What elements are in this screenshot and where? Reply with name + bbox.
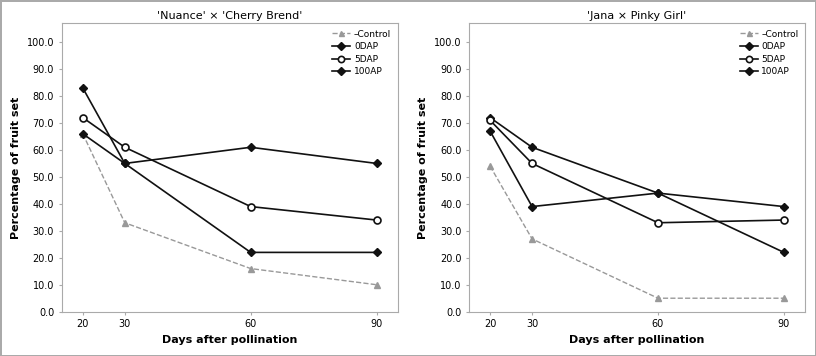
Line: 5DAP: 5DAP — [79, 114, 380, 224]
Title: 'Jana × Pinky Girl': 'Jana × Pinky Girl' — [588, 11, 686, 21]
5DAP — [78, 115, 87, 120]
–Control — [527, 237, 537, 241]
100AP — [527, 204, 537, 209]
0DAP — [779, 204, 789, 209]
Line: –Control: –Control — [487, 163, 787, 301]
0DAP — [78, 86, 87, 90]
–Control — [779, 296, 789, 300]
5DAP — [527, 161, 537, 166]
Line: 5DAP: 5DAP — [486, 117, 787, 226]
Line: 0DAP: 0DAP — [80, 85, 379, 166]
0DAP — [120, 161, 130, 166]
100AP — [120, 161, 130, 166]
100AP — [779, 250, 789, 255]
Title: 'Nuance' × 'Cherry Brend': 'Nuance' × 'Cherry Brend' — [157, 11, 303, 21]
5DAP — [120, 145, 130, 150]
Legend: –Control, 0DAP, 5DAP, 100AP: –Control, 0DAP, 5DAP, 100AP — [330, 28, 393, 78]
100AP — [486, 129, 495, 133]
Line: –Control: –Control — [80, 131, 379, 288]
0DAP — [246, 145, 255, 150]
–Control — [653, 296, 663, 300]
Line: 0DAP: 0DAP — [487, 115, 787, 209]
Y-axis label: Percentage of fruit set: Percentage of fruit set — [419, 96, 428, 239]
0DAP — [372, 161, 382, 166]
0DAP — [486, 115, 495, 120]
5DAP — [372, 218, 382, 222]
Legend: –Control, 0DAP, 5DAP, 100AP: –Control, 0DAP, 5DAP, 100AP — [738, 28, 800, 78]
5DAP — [653, 221, 663, 225]
100AP — [372, 250, 382, 255]
–Control — [246, 266, 255, 271]
100AP — [246, 250, 255, 255]
100AP — [78, 132, 87, 136]
Line: 100AP: 100AP — [80, 131, 379, 255]
–Control — [372, 283, 382, 287]
5DAP — [246, 204, 255, 209]
X-axis label: Days after pollination: Days after pollination — [570, 335, 705, 345]
–Control — [78, 132, 87, 136]
X-axis label: Days after pollination: Days after pollination — [162, 335, 297, 345]
Line: 100AP: 100AP — [487, 128, 787, 255]
0DAP — [653, 191, 663, 195]
5DAP — [486, 118, 495, 122]
–Control — [486, 164, 495, 168]
Y-axis label: Percentage of fruit set: Percentage of fruit set — [11, 96, 21, 239]
5DAP — [779, 218, 789, 222]
100AP — [653, 191, 663, 195]
0DAP — [527, 145, 537, 150]
–Control — [120, 221, 130, 225]
